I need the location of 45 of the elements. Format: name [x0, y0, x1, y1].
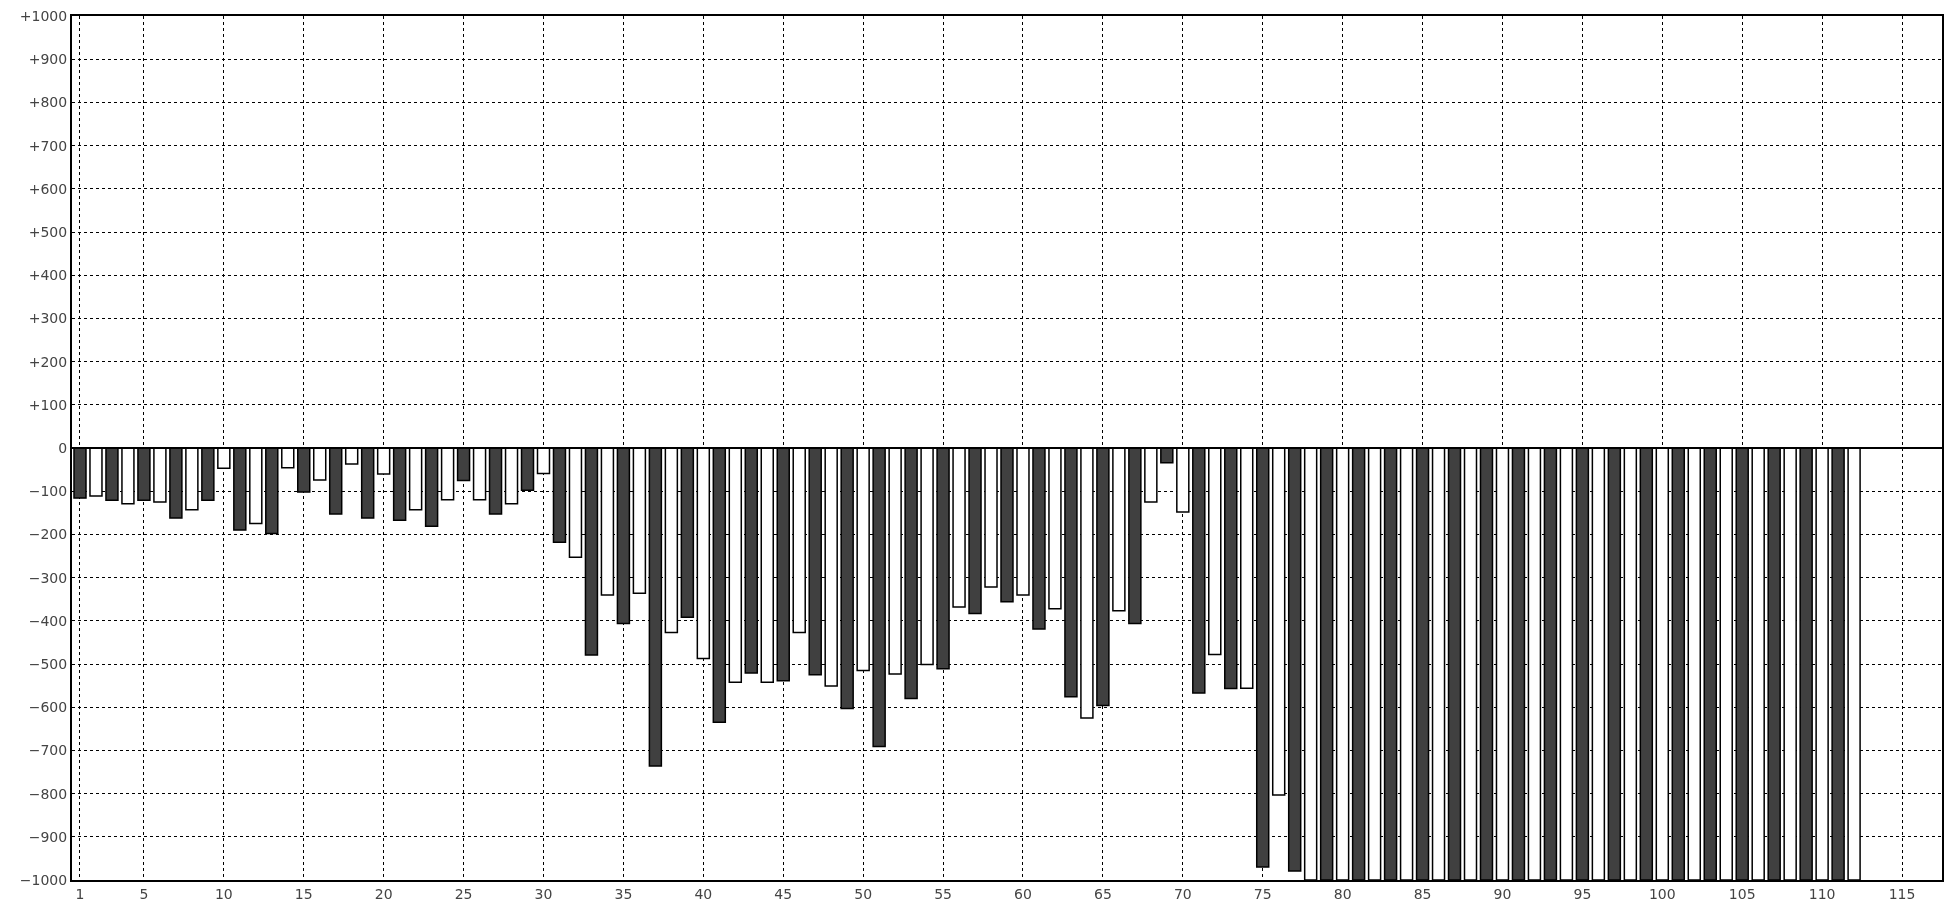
y-tick-label: −400 — [28, 612, 68, 629]
x-tick-label: 45 — [774, 885, 793, 902]
x-tick-label: 70 — [1173, 885, 1192, 902]
y-tick-label: +900 — [28, 51, 68, 68]
x-tick-label: 85 — [1413, 885, 1432, 902]
y-tick-label: −700 — [28, 742, 68, 759]
y-tick-label: +800 — [28, 94, 68, 111]
y-tick-label: −200 — [28, 526, 68, 543]
x-tick-label: 25 — [454, 885, 473, 902]
y-tick-label: 0 — [58, 439, 68, 456]
y-tick-label: +100 — [28, 396, 68, 413]
x-tick-label: 105 — [1728, 885, 1756, 902]
x-tick-label: 110 — [1808, 885, 1836, 902]
x-tick-label: 115 — [1888, 885, 1916, 902]
y-tick-label: +200 — [28, 353, 68, 370]
x-tick-label: 40 — [694, 885, 713, 902]
x-tick-label: 5 — [139, 885, 149, 902]
y-tick-label: +300 — [28, 310, 68, 327]
x-tick-label: 65 — [1093, 885, 1112, 902]
x-tick-label: 30 — [534, 885, 553, 902]
x-tick-label: 75 — [1253, 885, 1272, 902]
x-tick-label: 50 — [854, 885, 873, 902]
x-tick-label: 60 — [1014, 885, 1032, 902]
y-tick-label: +500 — [28, 223, 68, 240]
x-tick-label: 10 — [214, 885, 233, 902]
y-tick-label: −1000 — [19, 871, 68, 888]
y-tick-label: +700 — [28, 137, 68, 154]
x-tick-label: 55 — [934, 885, 952, 902]
x-tick-label: 80 — [1333, 885, 1352, 902]
y-tick-label: −800 — [28, 785, 68, 802]
y-tick-label: −300 — [28, 569, 68, 586]
x-tick-label: 1 — [75, 885, 85, 902]
x-tick-label: 95 — [1573, 885, 1592, 902]
y-tick-label: +600 — [28, 180, 68, 197]
y-tick-label: −500 — [28, 655, 68, 672]
x-tick-label: 20 — [374, 885, 393, 902]
y-tick-label: +1000 — [19, 7, 68, 24]
y-tick-label: −600 — [28, 699, 68, 716]
y-tick-label: +400 — [28, 267, 68, 284]
x-tick-label: 100 — [1648, 885, 1676, 902]
y-tick-label: −900 — [28, 828, 68, 845]
x-tick-label: 90 — [1493, 885, 1512, 902]
y-tick-label: −100 — [28, 483, 68, 500]
x-tick-label: 15 — [294, 885, 313, 902]
x-tick-label: 35 — [614, 885, 633, 902]
